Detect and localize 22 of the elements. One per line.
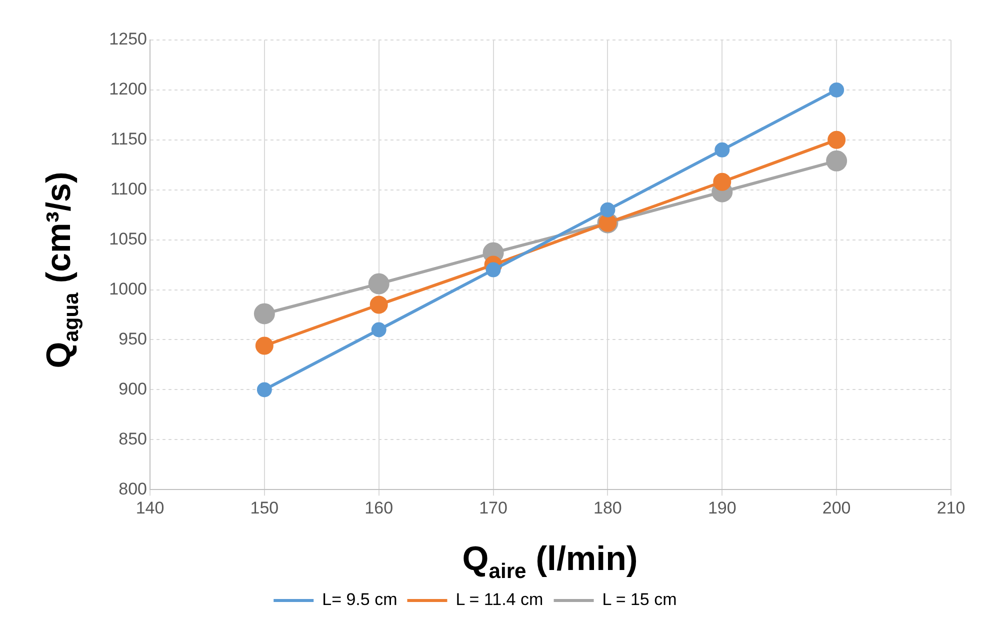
legend-label: L = 11.4 cm bbox=[456, 590, 544, 610]
y-tick-label: 1000 bbox=[109, 279, 147, 298]
y-tick-label: 1250 bbox=[109, 30, 147, 49]
x-tick-label: 200 bbox=[822, 498, 851, 518]
x-tick-label: 160 bbox=[364, 498, 394, 518]
y-tick-label: 800 bbox=[118, 479, 147, 498]
legend-label: L= 9.5 cm bbox=[322, 590, 398, 610]
x-tick-label: 180 bbox=[594, 498, 622, 518]
y-tick-label: 950 bbox=[118, 329, 147, 348]
x-tick-label: 150 bbox=[250, 498, 279, 518]
y-tick-label: 900 bbox=[118, 379, 147, 398]
y-tick-label: 1100 bbox=[110, 180, 147, 199]
y-tick-label: 1200 bbox=[109, 80, 147, 99]
x-tick-label: 140 bbox=[136, 498, 164, 518]
y-tick-label: 1150 bbox=[110, 130, 147, 149]
y-tick-label: 850 bbox=[118, 429, 147, 448]
y-tick-label: 1050 bbox=[109, 230, 147, 249]
x-tick-label: 170 bbox=[479, 498, 508, 518]
x-axis-title: Q$_{aire}$ (l/min) bbox=[461, 540, 639, 584]
x-tick-label: 190 bbox=[708, 498, 736, 518]
legend-label: L = 15 cm bbox=[602, 590, 677, 610]
x-tick-label: 210 bbox=[936, 498, 966, 518]
